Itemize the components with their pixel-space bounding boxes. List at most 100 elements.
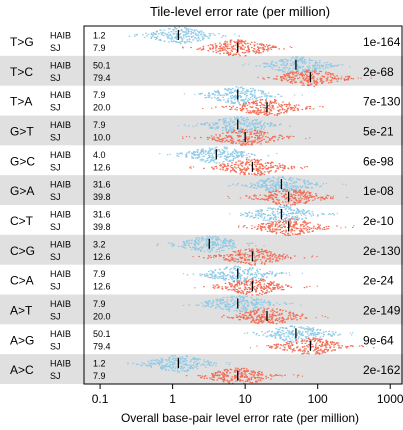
data-point bbox=[282, 67, 285, 69]
data-point bbox=[316, 81, 318, 83]
data-point bbox=[167, 242, 170, 244]
data-point bbox=[278, 134, 281, 136]
data-point bbox=[319, 105, 321, 107]
data-point bbox=[298, 201, 300, 203]
data-point bbox=[235, 307, 238, 310]
data-point bbox=[196, 157, 199, 159]
data-point bbox=[245, 295, 248, 297]
data-point bbox=[258, 51, 260, 53]
data-point bbox=[331, 66, 334, 68]
data-point bbox=[273, 304, 275, 306]
data-point bbox=[304, 185, 307, 187]
data-point bbox=[255, 213, 257, 215]
data-point bbox=[236, 253, 239, 255]
data-point bbox=[228, 141, 230, 143]
data-point bbox=[258, 48, 260, 50]
data-point bbox=[209, 241, 211, 243]
data-point bbox=[315, 348, 317, 350]
data-point bbox=[233, 156, 235, 158]
data-point bbox=[239, 310, 241, 312]
data-point bbox=[293, 318, 295, 320]
data-point bbox=[280, 224, 283, 226]
data-point bbox=[323, 334, 326, 336]
data-point bbox=[318, 60, 321, 62]
data-point bbox=[312, 76, 314, 79]
data-point bbox=[343, 78, 345, 80]
data-point bbox=[268, 300, 270, 302]
data-point bbox=[169, 37, 171, 40]
data-point bbox=[331, 77, 334, 79]
data-point bbox=[303, 214, 306, 216]
data-point bbox=[305, 76, 308, 78]
data-point bbox=[232, 87, 234, 90]
data-point bbox=[232, 150, 235, 153]
data-point bbox=[285, 327, 288, 329]
data-point bbox=[290, 332, 293, 334]
data-point bbox=[282, 256, 284, 258]
data-point bbox=[217, 125, 220, 127]
data-point bbox=[315, 67, 318, 69]
data-point bbox=[229, 39, 232, 41]
data-point bbox=[222, 96, 224, 98]
data-point bbox=[290, 81, 292, 83]
data-point bbox=[302, 193, 305, 195]
data-point bbox=[236, 152, 239, 154]
data-point bbox=[285, 336, 288, 338]
data-point bbox=[290, 231, 292, 233]
data-point bbox=[279, 185, 281, 187]
data-point bbox=[179, 152, 181, 154]
data-point bbox=[269, 109, 272, 111]
data-point bbox=[240, 130, 242, 132]
data-point bbox=[263, 262, 266, 264]
data-point bbox=[250, 91, 253, 93]
data-point bbox=[281, 69, 283, 71]
data-point bbox=[259, 110, 262, 112]
data-point bbox=[258, 299, 260, 301]
data-point bbox=[268, 330, 271, 332]
data-point bbox=[197, 243, 200, 245]
data-point bbox=[209, 35, 211, 37]
data-point bbox=[236, 49, 238, 51]
data-point bbox=[219, 300, 221, 302]
data-point bbox=[209, 273, 211, 275]
data-point bbox=[223, 43, 225, 45]
data-point bbox=[338, 347, 340, 349]
data-point bbox=[273, 216, 276, 219]
data-point bbox=[195, 242, 197, 244]
data-point bbox=[281, 210, 283, 212]
data-point bbox=[214, 122, 217, 124]
data-point bbox=[242, 41, 245, 43]
data-point bbox=[223, 120, 226, 122]
data-point bbox=[226, 148, 228, 150]
data-point bbox=[333, 344, 335, 346]
data-point bbox=[214, 269, 217, 271]
data-point bbox=[136, 33, 138, 35]
data-point bbox=[310, 195, 312, 197]
data-point bbox=[233, 268, 235, 270]
data-point bbox=[266, 252, 268, 254]
data-point bbox=[246, 118, 248, 120]
data-point bbox=[163, 34, 165, 37]
data-point bbox=[270, 321, 272, 323]
data-point bbox=[273, 45, 275, 47]
data-point bbox=[232, 167, 234, 169]
data-point bbox=[293, 182, 296, 184]
data-point bbox=[209, 150, 212, 152]
data-point bbox=[274, 336, 277, 338]
data-point bbox=[256, 275, 258, 277]
data-point bbox=[241, 118, 243, 121]
data-point bbox=[265, 223, 267, 225]
data-point bbox=[224, 93, 227, 95]
data-point bbox=[233, 121, 236, 123]
data-point bbox=[284, 76, 287, 78]
data-point bbox=[302, 227, 305, 229]
data-point bbox=[265, 249, 268, 251]
data-point bbox=[239, 249, 242, 251]
data-point bbox=[307, 346, 309, 348]
data-point bbox=[256, 311, 258, 313]
data-point bbox=[187, 32, 190, 34]
data-point bbox=[300, 228, 303, 230]
data-point bbox=[221, 286, 223, 288]
data-point bbox=[330, 196, 332, 198]
data-point bbox=[274, 101, 276, 103]
